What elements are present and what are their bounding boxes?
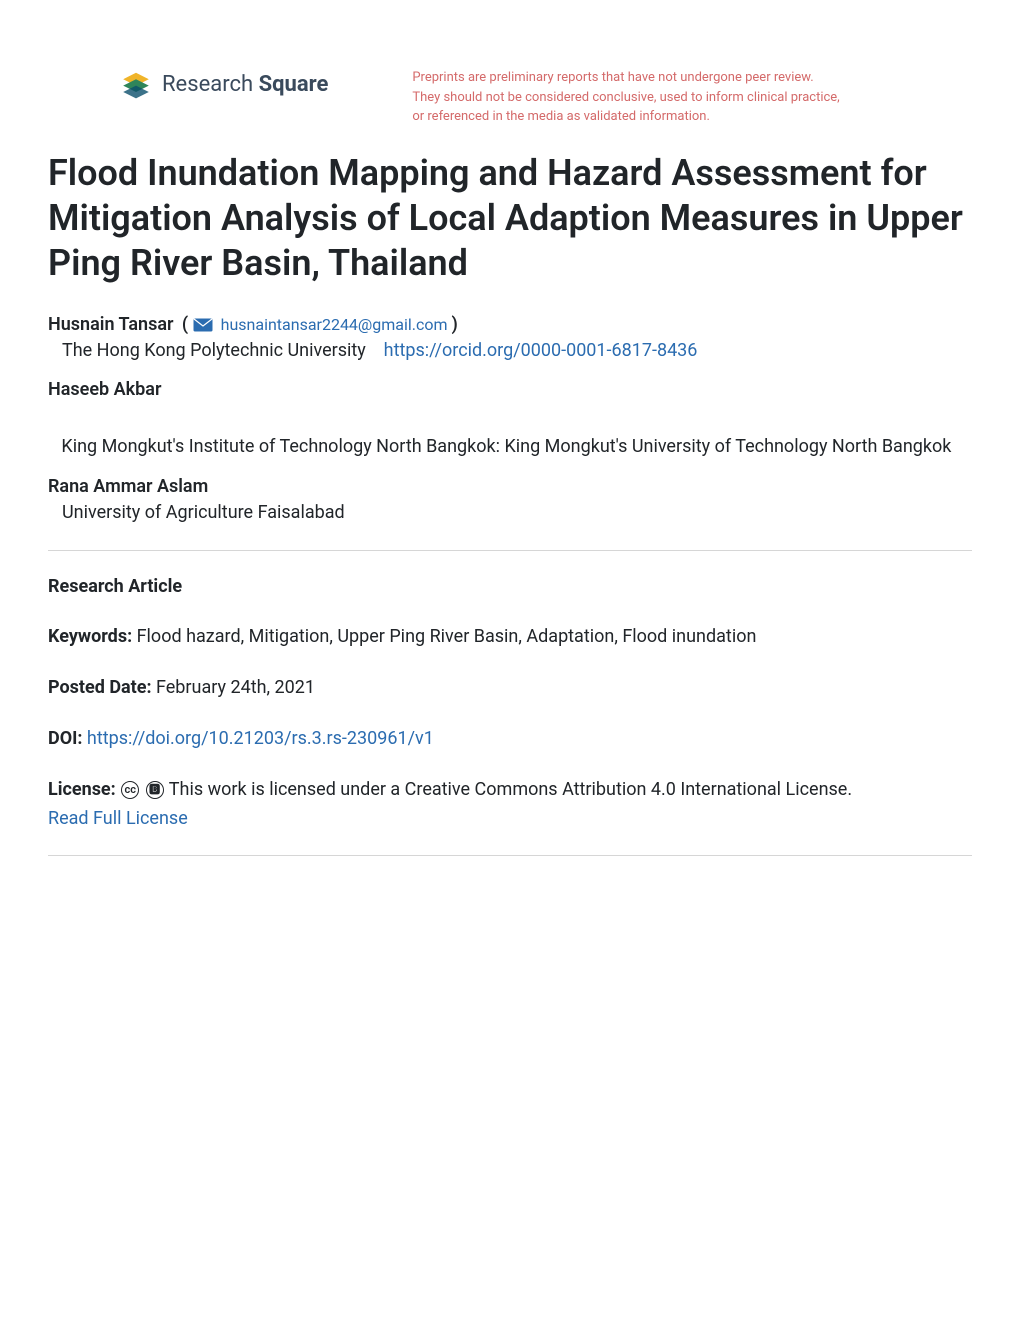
- posted-date-row: Posted Date: February 24th, 2021: [48, 674, 972, 703]
- logo-brand-bold: Square: [259, 72, 329, 97]
- logo: Research Square: [48, 68, 328, 100]
- author-name: Rana Ammar Aslam: [48, 476, 972, 497]
- author-name: Haseeb Akbar: [48, 379, 972, 400]
- author-block: Husnain Tansar ( husnaintansar2244@gmail…: [48, 314, 972, 366]
- license-link[interactable]: Read Full License: [48, 808, 188, 829]
- license-row: License: cc 🅱 This work is licensed unde…: [48, 776, 972, 834]
- disclaimer-line: or referenced in the media as validated …: [412, 107, 839, 127]
- envelope-icon: [193, 318, 213, 332]
- doi-link[interactable]: https://doi.org/10.21203/rs.3.rs-230961/…: [87, 728, 434, 749]
- paper-title: Flood Inundation Mapping and Hazard Asse…: [48, 151, 972, 286]
- author-block: Haseeb Akbar King Mongkut's Institute of…: [48, 379, 972, 462]
- divider: [48, 855, 972, 856]
- doi-label: DOI:: [48, 728, 82, 749]
- research-square-logo-icon: [120, 68, 152, 100]
- author-affiliation: [48, 402, 972, 431]
- author-affiliation: University of Agriculture Faisalabad: [48, 499, 972, 528]
- affiliation-text: King Mongkut's Institute of Technology N…: [61, 436, 951, 457]
- authors-section: Husnain Tansar ( husnaintansar2244@gmail…: [48, 314, 972, 528]
- meta-section: Research Article Keywords: Flood hazard,…: [48, 573, 972, 834]
- author-affiliation: The Hong Kong Polytechnic University htt…: [48, 337, 972, 366]
- cc-by-icon: 🅱: [146, 781, 164, 799]
- logo-text: Research Square: [162, 72, 328, 97]
- license-label: License:: [48, 779, 116, 800]
- article-type: Research Article: [48, 573, 972, 602]
- corresponding-marker-close: ): [452, 314, 458, 335]
- article-type-label: Research Article: [48, 576, 182, 597]
- author-affiliation: King Mongkut's Institute of Technology N…: [48, 433, 972, 462]
- author-block: Rana Ammar Aslam University of Agricultu…: [48, 476, 972, 528]
- logo-brand: Research: [162, 72, 253, 97]
- disclaimer-text: Preprints are preliminary reports that h…: [368, 68, 839, 127]
- keywords-row: Keywords: Flood hazard, Mitigation, Uppe…: [48, 623, 972, 652]
- posted-date-label: Posted Date:: [48, 677, 152, 698]
- keywords-label: Keywords:: [48, 626, 132, 647]
- disclaimer-line: Preprints are preliminary reports that h…: [412, 68, 839, 88]
- orcid-link[interactable]: https://orcid.org/0000-0001-6817-8436: [384, 340, 698, 361]
- email-wrapper: husnaintansar2244@gmail.com: [193, 315, 452, 334]
- license-text: This work is licensed under a Creative C…: [169, 779, 852, 800]
- author-name: Husnain Tansar: [48, 314, 173, 335]
- posted-date-text: February 24th, 2021: [156, 677, 315, 698]
- keywords-text: Flood hazard, Mitigation, Upper Ping Riv…: [137, 626, 757, 647]
- doi-row: DOI: https://doi.org/10.21203/rs.3.rs-23…: [48, 725, 972, 754]
- divider: [48, 550, 972, 551]
- corresponding-marker: (: [177, 314, 192, 335]
- disclaimer-line: They should not be considered conclusive…: [412, 88, 839, 108]
- header: Research Square Preprints are preliminar…: [48, 68, 972, 127]
- cc-icon: cc: [121, 781, 139, 799]
- affiliation-text: The Hong Kong Polytechnic University: [62, 340, 366, 361]
- author-email-link[interactable]: husnaintansar2244@gmail.com: [221, 315, 448, 334]
